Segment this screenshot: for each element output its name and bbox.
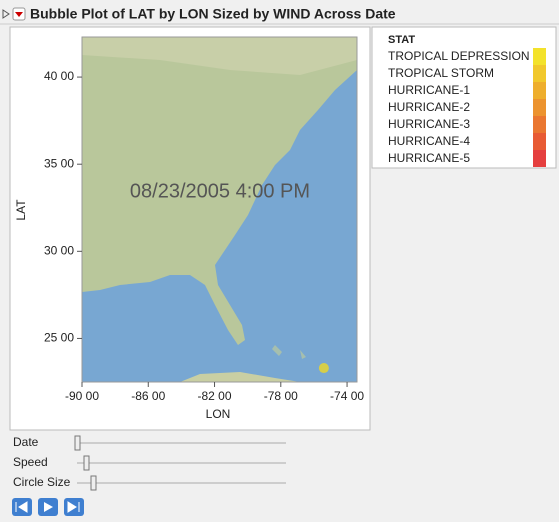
legend-swatch — [533, 99, 546, 116]
legend-swatch — [533, 65, 546, 82]
y-tick-label: 30 00 — [44, 243, 74, 257]
x-tick-label: -90 00 — [65, 389, 99, 403]
back-icon — [15, 501, 28, 513]
chart-title: Bubble Plot of LAT by LON Sized by WIND … — [30, 6, 396, 22]
player-controls — [12, 498, 84, 516]
land — [82, 37, 357, 345]
legend-swatch — [533, 150, 546, 167]
slider-label: Date — [13, 435, 39, 449]
legend-label: HURRICANE-4 — [388, 134, 470, 148]
x-tick-label: -82 00 — [198, 389, 232, 403]
disclosure-icon[interactable] — [2, 9, 10, 19]
x-tick-label: -74 00 — [330, 389, 364, 403]
y-tick-label: 40 00 — [44, 69, 74, 83]
slider-thumb[interactable] — [74, 435, 81, 451]
y-axis-label: LAT — [14, 199, 28, 221]
bahamas — [272, 345, 306, 359]
legend-swatch — [533, 133, 546, 150]
legend-swatch — [533, 116, 546, 133]
slider-thumb[interactable] — [83, 455, 90, 471]
plot-area — [81, 36, 358, 383]
y-tick-label: 25 00 — [44, 331, 74, 345]
legend-label: HURRICANE-3 — [388, 117, 470, 131]
slider-label: Circle Size — [13, 475, 71, 489]
legend-label: TROPICAL STORM — [388, 66, 494, 80]
legend-title: STAT — [388, 34, 415, 46]
legend-swatch — [533, 82, 546, 99]
forward-icon — [67, 501, 80, 513]
cuba — [180, 372, 300, 382]
legend-label: HURRICANE-5 — [388, 151, 470, 165]
date-annotation: 08/23/2005 4:00 PM — [130, 180, 310, 202]
x-tick-label: -86 00 — [131, 389, 165, 403]
x-axis-label: LON — [206, 407, 231, 421]
legend — [371, 26, 557, 169]
menu-arrow — [15, 12, 23, 17]
legend-swatch — [533, 48, 546, 65]
play-icon — [44, 502, 53, 512]
y-tick-label: 35 00 — [44, 156, 74, 170]
legend-label: TROPICAL DEPRESSION — [388, 49, 530, 63]
map — [82, 37, 357, 382]
x-tick-label: -78 00 — [264, 389, 298, 403]
slider-thumb[interactable] — [90, 475, 97, 491]
slider-label: Speed — [13, 455, 48, 469]
legend-label: HURRICANE-1 — [388, 83, 470, 97]
land-north — [82, 37, 357, 75]
legend-label: HURRICANE-2 — [388, 100, 470, 114]
bubble — [318, 363, 329, 374]
